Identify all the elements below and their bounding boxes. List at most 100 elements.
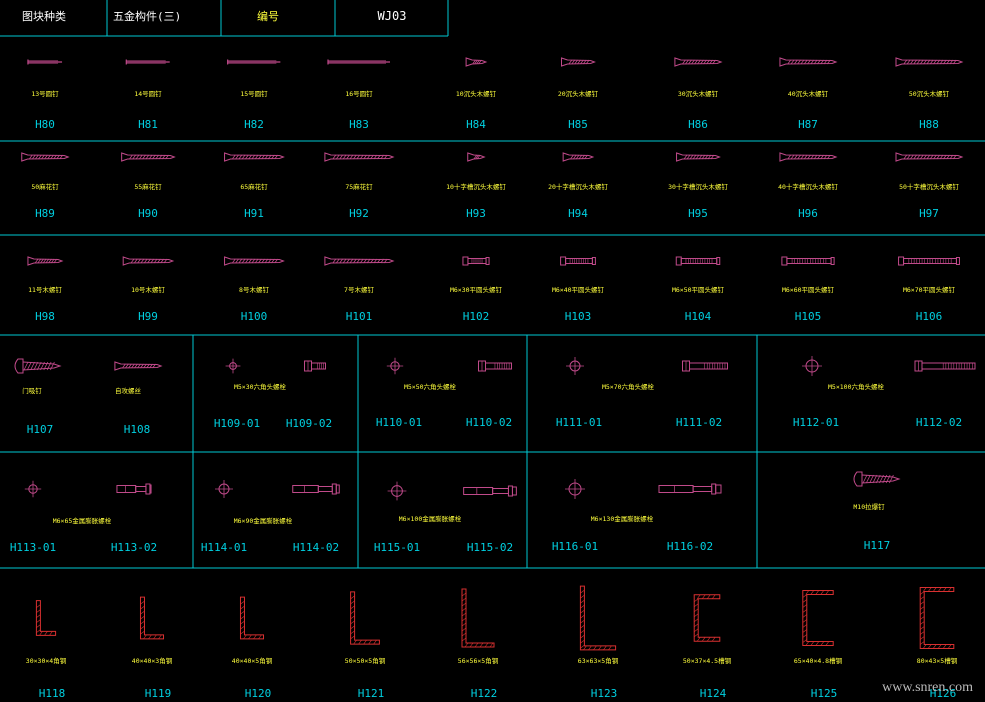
- cad-block-h100[interactable]: [224, 256, 285, 266]
- cad-block-h106[interactable]: [898, 256, 960, 266]
- twist-icon: [122, 256, 175, 266]
- pan-screw-icon: [14, 358, 62, 374]
- block-caption: 75麻花钉: [345, 182, 373, 191]
- block-code: H116-01: [552, 540, 598, 553]
- header-code-label: 编号: [257, 9, 279, 23]
- hexbolt-plan-icon: [802, 356, 822, 376]
- cad-block-h91[interactable]: [224, 152, 285, 162]
- hexbolt-side-icon: [304, 360, 326, 372]
- block-caption: M6×30平圆头螺钉: [450, 285, 503, 294]
- cad-block-h107[interactable]: [14, 358, 62, 374]
- block-code: H113-01: [10, 541, 56, 554]
- block-caption: 30十字槽沉头木螺钉: [668, 182, 728, 191]
- block-caption: 56×56×5角钢: [458, 656, 499, 665]
- block-code: H92: [349, 207, 369, 220]
- cad-block-h123[interactable]: [579, 585, 617, 651]
- block-code: H89: [35, 207, 55, 220]
- block-code: H84: [466, 118, 486, 131]
- cad-block-h80[interactable]: [27, 59, 63, 65]
- cad-block-h90[interactable]: [121, 152, 176, 162]
- block-code: H124: [700, 687, 727, 700]
- wscrew-icon: [779, 152, 838, 162]
- angle-steel-icon: [139, 596, 165, 640]
- cad-block-h117[interactable]: [853, 471, 901, 487]
- expansion-bolt-icon: [658, 483, 722, 495]
- block-caption: 50沉头木螺钉: [909, 89, 950, 98]
- cad-block-pair-h116-01[interactable]: [565, 479, 722, 499]
- watermark: www.snren.com: [882, 680, 973, 695]
- cad-block-h82[interactable]: [227, 59, 281, 65]
- block-caption: M6×70平圆头螺钉: [903, 285, 956, 294]
- cad-block-h120[interactable]: [239, 596, 265, 640]
- cad-block-h83[interactable]: [327, 59, 390, 65]
- cad-block-h119[interactable]: [139, 596, 165, 640]
- pull-nail-icon: [853, 471, 901, 487]
- cad-block-pair-h112-01[interactable]: [802, 356, 976, 376]
- twist-icon: [224, 256, 285, 266]
- cad-block-h95[interactable]: [676, 152, 721, 162]
- block-code: H110-01: [376, 416, 422, 429]
- block-caption: M6×60平圆头螺钉: [782, 285, 835, 294]
- cad-block-h87[interactable]: [779, 57, 838, 67]
- bolt-icon: [560, 256, 596, 266]
- hexbolt-plan-icon: [566, 357, 584, 375]
- block-code: H80: [35, 118, 55, 131]
- cad-block-h89[interactable]: [21, 152, 70, 162]
- block-code: H95: [688, 207, 708, 220]
- cad-block-h102[interactable]: [462, 256, 490, 266]
- block-code: H85: [568, 118, 588, 131]
- cad-block-h81[interactable]: [125, 59, 170, 65]
- cad-block-h122[interactable]: [461, 588, 495, 648]
- block-code: H88: [919, 118, 939, 131]
- cad-block-h125[interactable]: [802, 589, 834, 647]
- cad-block-h96[interactable]: [779, 152, 838, 162]
- cad-block-h88[interactable]: [895, 57, 964, 67]
- twist-icon: [324, 256, 395, 266]
- block-code: H82: [244, 118, 264, 131]
- block-code: H116-02: [667, 540, 713, 553]
- cad-block-h101[interactable]: [324, 256, 395, 266]
- cad-block-h98[interactable]: [27, 256, 64, 266]
- cad-block-h99[interactable]: [122, 256, 175, 266]
- cad-block-h108[interactable]: [114, 361, 163, 371]
- header-type-label: 图块种类: [22, 9, 66, 23]
- cad-block-h118[interactable]: [35, 600, 57, 636]
- cad-block-h126[interactable]: [919, 587, 955, 649]
- block-code: H122: [471, 687, 498, 700]
- block-caption: M6×40平圆头螺钉: [552, 285, 605, 294]
- block-caption: 13号圆钉: [31, 89, 59, 98]
- cad-block-h93[interactable]: [467, 152, 486, 162]
- block-code: H113-02: [111, 541, 157, 554]
- block-caption: 自攻螺丝: [115, 386, 142, 395]
- cad-block-h104[interactable]: [675, 256, 721, 266]
- block-code: H90: [138, 207, 158, 220]
- expansion-bolt-icon: [292, 483, 340, 495]
- block-caption: 16号圆钉: [345, 89, 373, 98]
- cad-block-h121[interactable]: [350, 591, 380, 645]
- block-caption: 40×40×3角钢: [132, 656, 173, 665]
- bolt-icon: [462, 256, 490, 266]
- cad-block-h92[interactable]: [324, 152, 395, 162]
- block-code: H126: [930, 687, 957, 700]
- tapping-screw-icon: [114, 361, 163, 371]
- block-code: H101: [346, 310, 373, 323]
- cad-block-h103[interactable]: [560, 256, 596, 266]
- cad-block-pair-h110-01[interactable]: [386, 357, 512, 375]
- cad-block-h97[interactable]: [895, 152, 964, 162]
- cad-block-h105[interactable]: [781, 256, 835, 266]
- block-caption: 20十字槽沉头木螺钉: [548, 182, 608, 191]
- cad-block-h84[interactable]: [465, 57, 488, 67]
- block-caption: 50×50×5角钢: [345, 656, 386, 665]
- cad-block-pair-h115-01[interactable]: [387, 481, 517, 501]
- block-code: H117: [864, 539, 891, 552]
- cad-block-h85[interactable]: [561, 57, 596, 67]
- cad-block-h86[interactable]: [674, 57, 723, 67]
- cad-block-h124[interactable]: [693, 594, 721, 642]
- cad-block-pair-h113-01[interactable]: [24, 480, 152, 498]
- block-caption: 20沉头木螺钉: [558, 89, 599, 98]
- cad-block-pair-h109-01[interactable]: [225, 358, 326, 374]
- cad-block-pair-h111-01[interactable]: [566, 357, 728, 375]
- cad-block-pair-h114-01[interactable]: [215, 480, 340, 498]
- cad-block-h94[interactable]: [562, 152, 595, 162]
- block-caption: 50麻花钉: [31, 182, 59, 191]
